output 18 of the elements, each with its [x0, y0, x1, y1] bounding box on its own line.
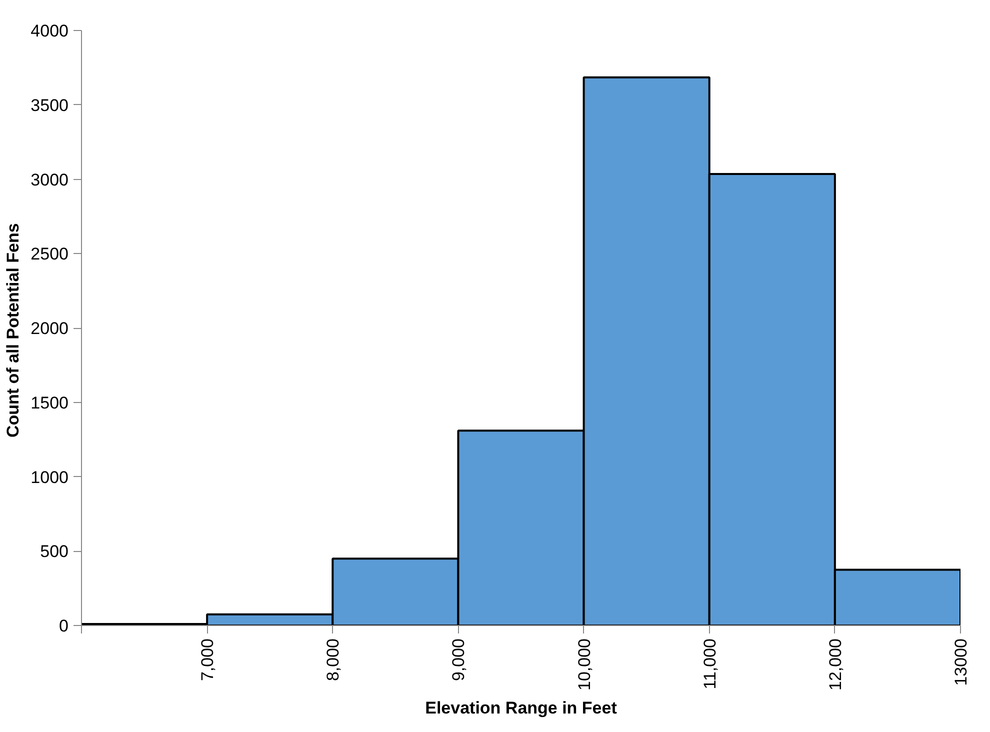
x-tick-label: 7,000 — [198, 638, 218, 682]
y-tick-label: 0 — [59, 616, 69, 636]
y-tick-label: 2000 — [30, 319, 69, 338]
x-tick-label: 13000 — [952, 638, 970, 686]
y-tick-label: 3000 — [30, 170, 69, 190]
x-tick-label: 12,000 — [826, 638, 845, 690]
x-axis-title: Elevation Range in Feet — [425, 698, 618, 718]
y-tick-label: 4000 — [30, 22, 69, 40]
y-tick-label: 3500 — [30, 96, 69, 115]
x-tick-label: 10,000 — [574, 638, 594, 690]
y-tick-label: 1000 — [30, 468, 69, 487]
x-tick-label: 11,000 — [700, 638, 720, 690]
x-tick-label: 9,000 — [449, 638, 468, 682]
y-tick-label: 1500 — [30, 393, 69, 412]
y-tick-label: 500 — [40, 542, 69, 562]
y-axis-title: Count of all Potential Fens — [4, 223, 23, 438]
x-tick-label: 8,000 — [324, 638, 343, 682]
y-tick-label: 2500 — [30, 244, 69, 264]
